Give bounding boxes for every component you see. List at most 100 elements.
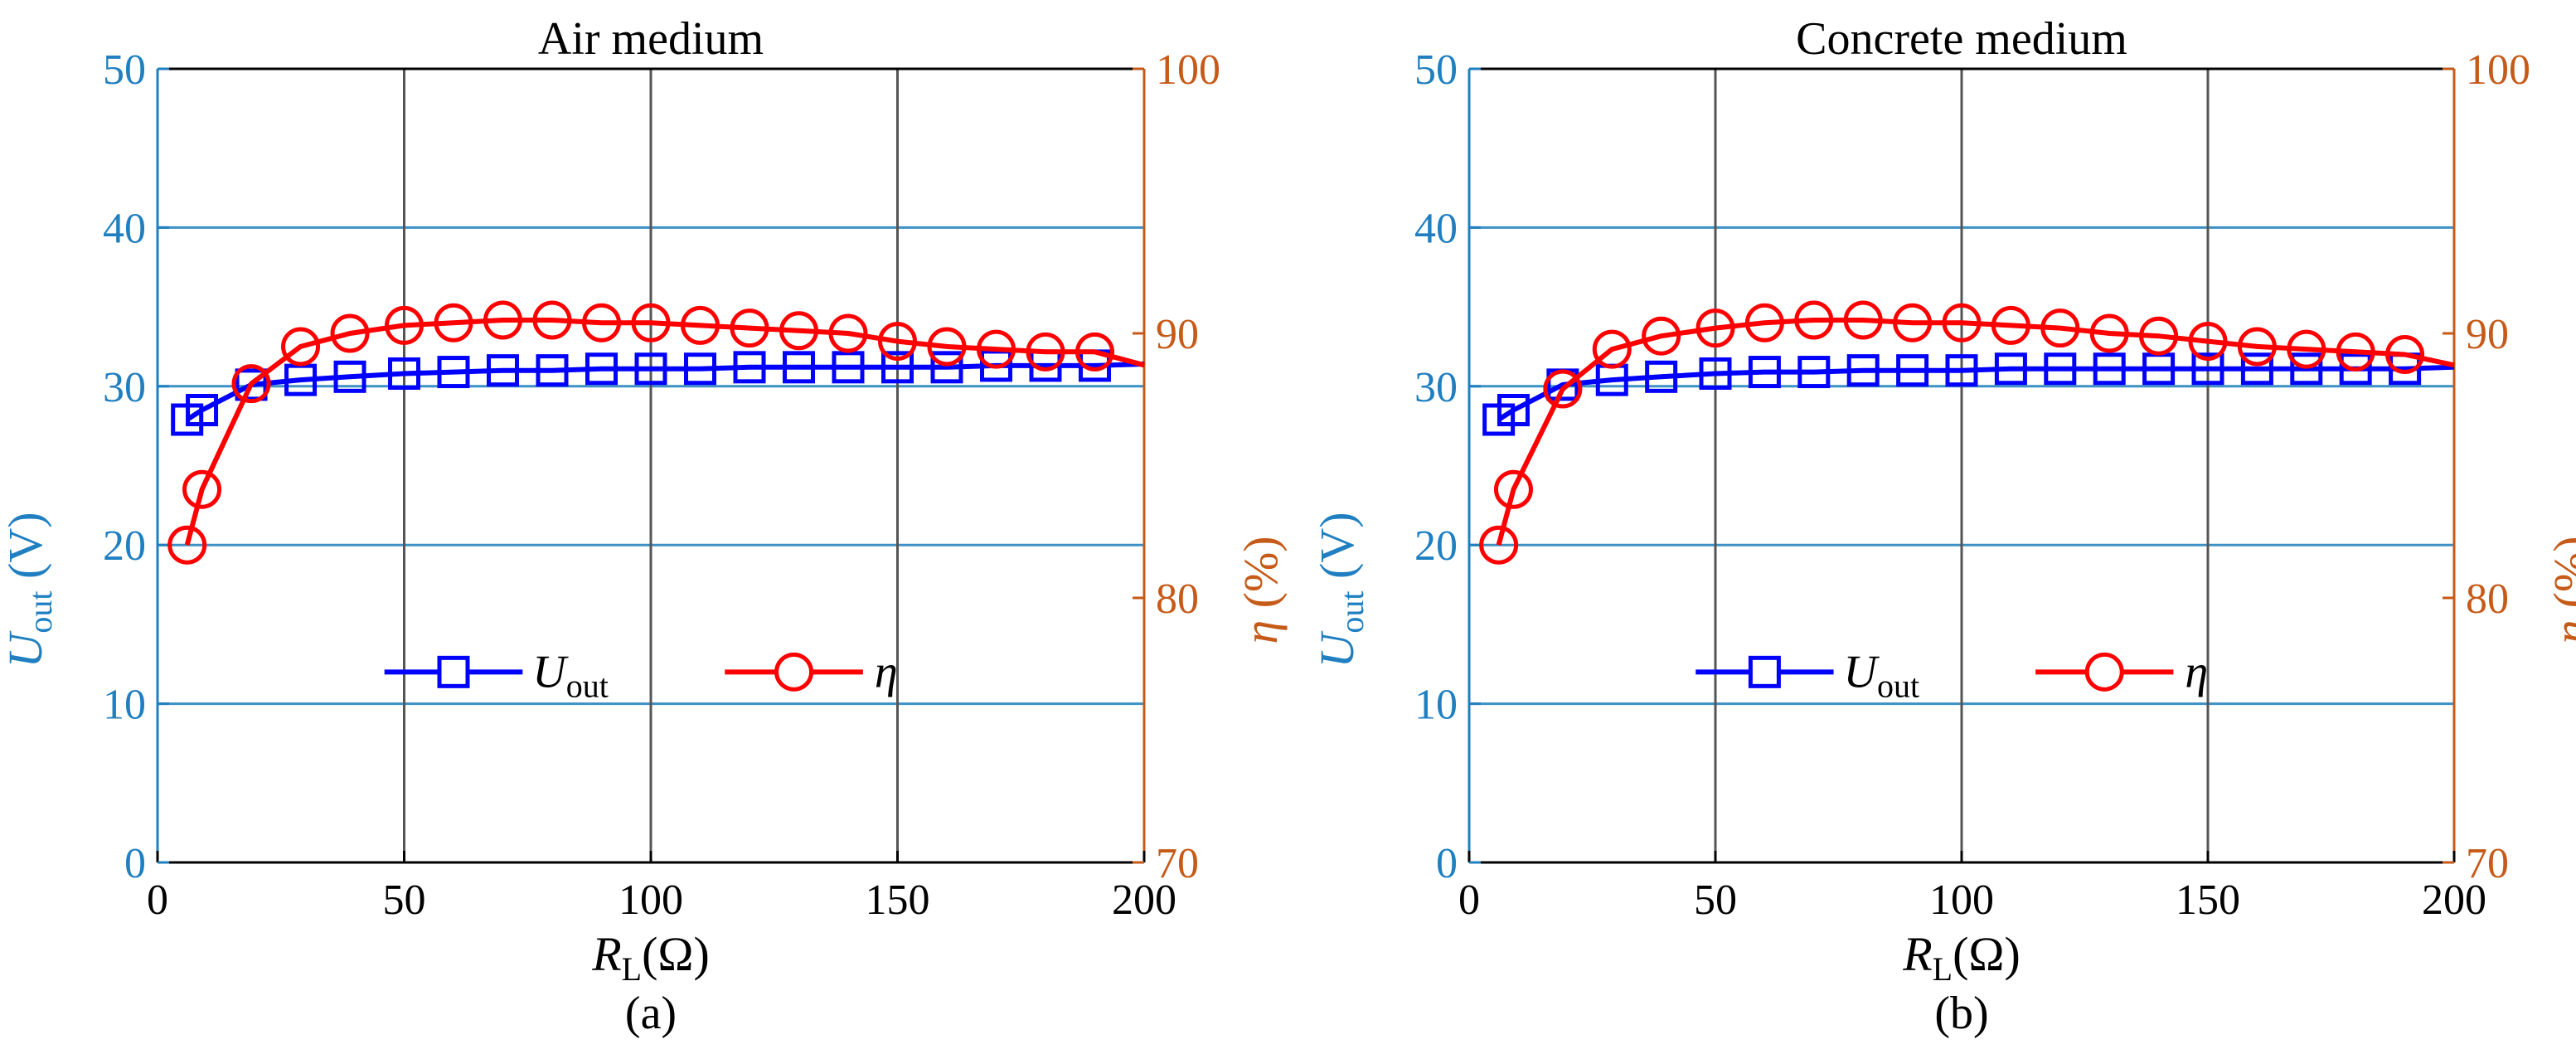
data-point-eta bbox=[1493, 469, 1533, 509]
y-left-tick-label: 50 bbox=[1414, 46, 1458, 94]
data-point-eta bbox=[828, 313, 868, 353]
legend-label-uout-sub: out bbox=[1877, 667, 1919, 704]
data-point-eta bbox=[483, 300, 522, 340]
y-left-axis-label: Uout (V) bbox=[0, 512, 59, 668]
data-point-eta bbox=[1479, 525, 1519, 565]
x-tick-label: 100 bbox=[619, 877, 683, 924]
data-point-uout bbox=[487, 354, 519, 387]
data-point-uout bbox=[2142, 352, 2176, 386]
x-tick-label: 0 bbox=[1458, 877, 1480, 924]
y-right-tick-label: 80 bbox=[2466, 576, 2509, 623]
data-point-uout bbox=[235, 368, 268, 401]
legend-label-uout-main: U bbox=[1844, 646, 1880, 697]
y-left-tick-label: 40 bbox=[103, 205, 146, 252]
data-point-eta bbox=[2385, 335, 2425, 375]
y-right-axis-label-main: η bbox=[1234, 620, 1288, 644]
data-point-uout bbox=[1896, 354, 1929, 387]
y-right-axis-label-unit: (%) bbox=[2544, 536, 2576, 619]
data-point-uout bbox=[2240, 352, 2273, 386]
y-left-axis-label-subscript: out bbox=[22, 591, 59, 634]
y-left-axis-label-main: U bbox=[0, 630, 52, 668]
x-tick-label: 0 bbox=[147, 877, 168, 924]
x-axis-label-main: R bbox=[1902, 927, 1932, 981]
y-left-axis-label-unit: (V) bbox=[0, 512, 52, 590]
data-point-uout bbox=[733, 351, 766, 384]
legend-label-uout-main: U bbox=[532, 646, 569, 697]
x-tick-label: 200 bbox=[2422, 877, 2486, 924]
data-point-uout bbox=[2093, 352, 2126, 386]
legend: Uout η bbox=[384, 646, 898, 704]
x-axis-label-subscript: L bbox=[622, 950, 642, 988]
data-point-uout bbox=[1645, 360, 1678, 393]
data-point-eta bbox=[2139, 316, 2179, 356]
y-left-tick-label: 30 bbox=[103, 364, 146, 411]
data-point-eta bbox=[1991, 305, 2030, 345]
data-point-uout bbox=[881, 351, 914, 384]
legend-label-eta: η bbox=[2185, 646, 2208, 697]
y-right-tick-label: 70 bbox=[2466, 840, 2509, 887]
data-point-eta bbox=[330, 313, 370, 353]
y-left-label-group: Uout (V) bbox=[1310, 512, 1370, 668]
data-point-eta bbox=[1893, 303, 1933, 342]
x-tick-label: 100 bbox=[1929, 877, 1994, 924]
series-uout bbox=[1482, 352, 2455, 436]
y-left-axis-label: Uout (V) bbox=[1310, 512, 1370, 668]
y-left-tick-label: 50 bbox=[103, 46, 146, 94]
data-point-eta bbox=[231, 364, 271, 404]
y-left-tick-label: 20 bbox=[1414, 522, 1458, 570]
y-right-tick-label: 100 bbox=[2466, 46, 2530, 94]
data-point-eta bbox=[434, 303, 473, 342]
chart-title: Concrete medium bbox=[1796, 13, 2127, 65]
x-axis-label-unit: (Ω) bbox=[1953, 927, 2021, 981]
data-point-eta bbox=[2336, 332, 2375, 372]
y-left-axis-label-unit: (V) bbox=[1310, 512, 1364, 590]
series-uout bbox=[171, 349, 1145, 436]
data-point-uout bbox=[2191, 352, 2224, 386]
y-right-axis-label-main: η bbox=[2544, 620, 2576, 644]
data-point-eta bbox=[977, 329, 1016, 369]
data-point-eta bbox=[681, 305, 720, 345]
data-point-eta bbox=[779, 311, 818, 351]
y-left-tick-label: 0 bbox=[124, 840, 146, 887]
data-point-eta bbox=[1696, 308, 1735, 348]
y-left-axis-label-main: U bbox=[1310, 630, 1364, 668]
legend-label-uout-sub: out bbox=[566, 667, 609, 704]
data-point-eta bbox=[1794, 300, 1834, 340]
data-point-eta bbox=[2089, 313, 2129, 353]
data-point-uout bbox=[1497, 394, 1530, 427]
x-tick-label: 50 bbox=[383, 877, 426, 924]
data-point-uout bbox=[1748, 356, 1781, 389]
y-left-tick-label: 30 bbox=[1414, 364, 1458, 411]
series-eta bbox=[167, 300, 1145, 565]
series-eta bbox=[1479, 300, 2455, 565]
data-point-eta bbox=[1075, 332, 1114, 372]
data-point-uout bbox=[585, 352, 618, 386]
y-left-label-group: Uout (V) bbox=[0, 512, 59, 668]
data-point-eta bbox=[1843, 300, 1883, 340]
chart-panel-b: 0 50 100 150 200 0 10 20 30 40 50 70 80 90 100 Concrete… bbox=[1310, 13, 2576, 1039]
y-right-tick-label: 90 bbox=[1156, 311, 1199, 358]
data-point-uout bbox=[2290, 352, 2323, 386]
data-point-uout bbox=[1797, 356, 1831, 389]
series-line bbox=[1497, 364, 2455, 422]
data-point-eta bbox=[385, 305, 424, 345]
data-point-eta bbox=[167, 525, 207, 565]
y-right-axis-label: η (%) bbox=[2544, 536, 2576, 644]
y-left-tick-label: 20 bbox=[103, 522, 146, 570]
panel-caption: (a) bbox=[625, 988, 677, 1039]
data-point-uout bbox=[1994, 352, 2027, 386]
y-left-tick-label: 10 bbox=[1414, 682, 1458, 729]
legend-marker-eta bbox=[774, 652, 814, 692]
data-point-eta bbox=[582, 303, 621, 342]
data-point-uout bbox=[2339, 352, 2372, 386]
x-tick-label: 200 bbox=[1112, 877, 1176, 924]
legend-label-eta: η bbox=[875, 646, 898, 697]
data-point-eta bbox=[1942, 303, 1982, 342]
data-point-eta bbox=[730, 308, 769, 348]
data-point-eta bbox=[878, 322, 917, 362]
legend-marker-eta bbox=[2084, 652, 2124, 692]
data-point-eta bbox=[1592, 329, 1632, 369]
chart-title: Air medium bbox=[538, 13, 764, 65]
data-point-eta bbox=[631, 303, 671, 342]
